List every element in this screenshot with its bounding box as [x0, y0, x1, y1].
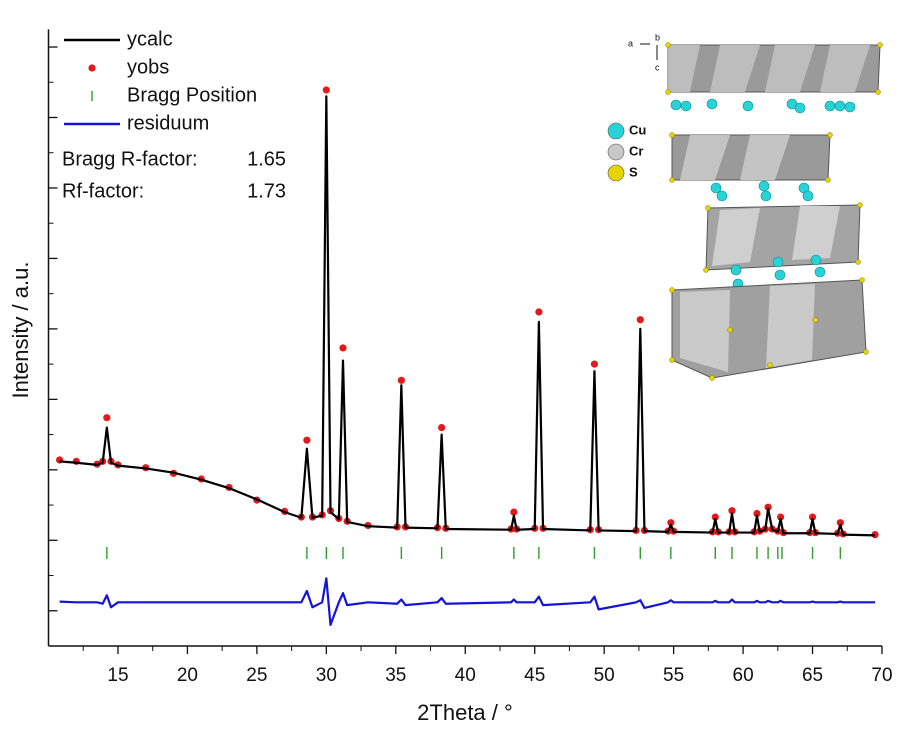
x-tick-label: 30 [316, 665, 337, 686]
inset-legend-marker [607, 164, 625, 182]
legend-marker [88, 64, 96, 72]
cu-atoms [670, 98, 856, 114]
inset-legend-label: S [629, 164, 638, 179]
annotation-value: 1.65 [247, 148, 286, 170]
obs-point [776, 513, 785, 521]
obs-point [103, 414, 111, 422]
inset-axis-label: c [655, 62, 660, 72]
annotation-label: Bragg R-factor: [62, 148, 198, 170]
s-atoms [665, 42, 883, 381]
x-tick-label: 15 [107, 665, 128, 686]
obs-point [667, 519, 675, 527]
legend-label: Bragg Position [127, 84, 257, 106]
octahedra-face [668, 45, 700, 92]
cu-atoms [710, 180, 814, 202]
x-tick-label: 60 [733, 665, 754, 686]
octahedra-face [740, 135, 790, 180]
x-tick-label: 20 [177, 665, 198, 686]
octahedra-face [766, 284, 815, 368]
obs-point [836, 519, 844, 527]
octahedra-face [680, 290, 730, 372]
obs-point [590, 360, 599, 368]
octahedra-face [792, 206, 840, 260]
x-tick-label: 35 [385, 665, 406, 686]
obs-point [711, 513, 719, 521]
obs-point [808, 513, 817, 521]
octahedra-face [680, 135, 730, 180]
y-axis-title: Intensity / a.u. [8, 262, 33, 399]
x-tick-label: 40 [455, 665, 476, 686]
x-tick-label: 25 [246, 665, 267, 686]
obs-point [510, 508, 518, 516]
inset-axis-label: b [655, 32, 660, 42]
obs-point [728, 507, 736, 515]
annotation-value: 1.73 [247, 180, 286, 202]
series-line [59, 577, 876, 626]
octahedra-face [820, 45, 870, 92]
obs-point [753, 509, 761, 518]
crystal-structure: a b c [628, 32, 883, 381]
x-tick-label: 45 [524, 665, 545, 686]
inset-legend-label: Cr [629, 143, 643, 158]
legend-label: ycalc [127, 28, 173, 50]
series-line [59, 95, 876, 537]
legend-label: residuum [127, 112, 209, 134]
obs-point [535, 308, 543, 316]
annotation-label: Rf-factor: [62, 180, 144, 202]
obs-point [636, 316, 644, 324]
obs-point [303, 436, 311, 444]
x-axis-title: 2Theta / ° [417, 700, 513, 725]
inset-legend-label: Cu [629, 122, 646, 137]
legend-label: yobs [127, 56, 169, 78]
inset-axis-label: a [628, 38, 633, 48]
obs-point [339, 344, 347, 352]
x-tick-label: 50 [594, 665, 615, 686]
octahedra-face [712, 208, 760, 266]
inset-legend-marker [607, 143, 625, 161]
octahedra-face [710, 45, 760, 92]
cu-atoms [730, 254, 826, 290]
inset-legend-marker [607, 122, 625, 140]
x-tick-label: 70 [871, 665, 892, 686]
obs-point [764, 503, 772, 511]
obs-point [322, 86, 330, 94]
octahedra-face [765, 45, 815, 92]
obs-point [397, 376, 405, 384]
x-tick-label: 55 [663, 665, 684, 686]
x-tick-label: 65 [802, 665, 823, 686]
obs-point [438, 423, 446, 432]
